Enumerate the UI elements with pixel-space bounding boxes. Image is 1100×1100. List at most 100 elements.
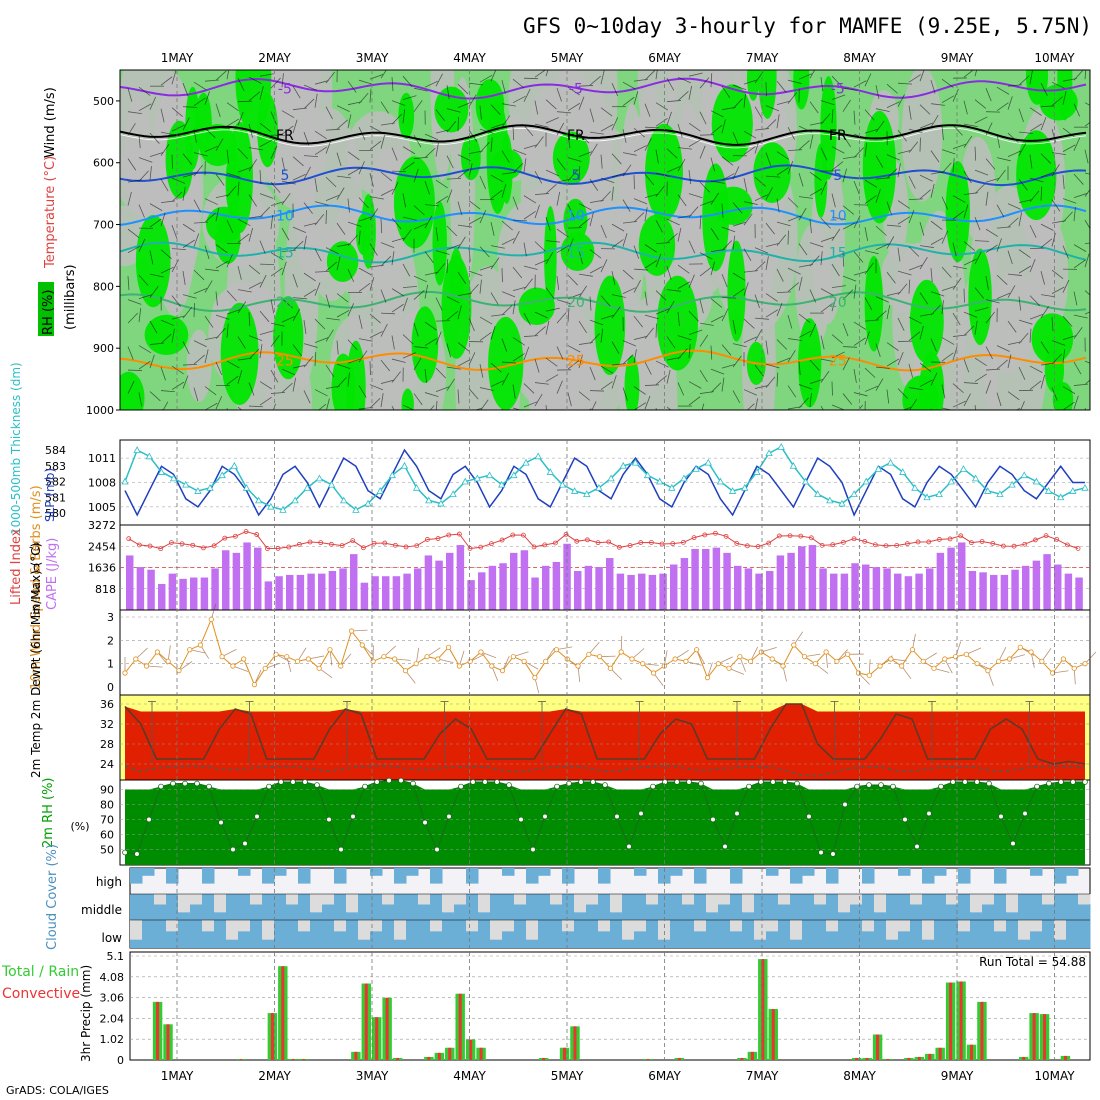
wind-barb (281, 110, 295, 119)
wind-barb (1084, 149, 1089, 164)
wind10-point (758, 649, 765, 655)
wind-barb (1051, 340, 1066, 346)
cloud-cell (190, 920, 203, 948)
cloud-gap (622, 920, 635, 940)
rh-point (662, 779, 668, 785)
wind-barb (864, 367, 876, 378)
cape-bar (776, 555, 785, 610)
isotherm-line (120, 204, 1087, 226)
wind-barb (127, 228, 140, 239)
rh-point (974, 779, 980, 785)
cape-bar (883, 568, 891, 610)
wind-barb (996, 102, 1009, 112)
wind10-barb (308, 655, 325, 660)
wind-barb (281, 261, 287, 276)
rh-moist-area (1052, 382, 1074, 410)
wind10-point (715, 661, 721, 667)
wind-barb (721, 273, 728, 288)
wind-barb (897, 283, 908, 295)
rh-moist-area (909, 279, 944, 364)
cloud-cell (334, 894, 347, 920)
wind-barb (303, 155, 318, 158)
wind-barb (204, 268, 219, 272)
cloud-cell (502, 894, 515, 920)
thickness-point (923, 493, 931, 501)
thickness-point (668, 483, 676, 491)
cape-bar (510, 552, 518, 610)
wind-barb (721, 203, 724, 218)
cape-bar (1075, 577, 1083, 610)
wind-barb (138, 294, 153, 299)
cloud-cell (1030, 931, 1043, 948)
thickness-tick: 583 (45, 460, 66, 473)
date-label-top: 4MAY (453, 51, 486, 65)
wind-barb (831, 75, 843, 87)
wind10-point (575, 663, 581, 669)
precip-conv-bar (375, 1017, 379, 1060)
wind-barb (512, 78, 525, 89)
cloud-cell (1066, 894, 1079, 920)
wind-barb (578, 151, 593, 158)
wind10-point (942, 656, 948, 662)
wind-barb (556, 276, 560, 291)
wind-barb (787, 149, 802, 152)
wind-barb (204, 349, 209, 364)
wind-barb (633, 145, 647, 153)
wind-barb (479, 387, 494, 391)
wind-barb (820, 113, 831, 125)
thickness-point (886, 458, 895, 466)
wind-barb (710, 345, 713, 360)
wind-barb (435, 331, 442, 345)
wind-barb (886, 305, 891, 320)
wind-barb (710, 110, 724, 118)
wind-barb (303, 272, 316, 282)
wind-barb (380, 359, 391, 372)
cloud-cell (778, 920, 791, 948)
wind-barb (446, 244, 461, 250)
wind-barb (809, 171, 822, 181)
rh-dry-area (124, 96, 152, 216)
rh-point (818, 849, 824, 856)
rh-moist-area (563, 198, 588, 243)
wind-barb (545, 307, 560, 312)
wind-barb (347, 339, 358, 351)
rh-point (890, 783, 896, 790)
wind-barb (633, 349, 637, 364)
cloud-cell (694, 894, 707, 920)
cloud-cell (250, 920, 263, 948)
wind-barb (468, 352, 476, 366)
thickness-point (704, 458, 712, 466)
date-label-top: 6MAY (648, 51, 681, 65)
wind-barb (974, 70, 978, 77)
day-grid-lines (176, 70, 1055, 1060)
li-line (128, 530, 1079, 550)
rh-point (1022, 810, 1028, 817)
wind-barb (523, 88, 531, 102)
wind10-point (370, 658, 376, 664)
wind10-barb (718, 656, 733, 665)
wind-barb (1029, 365, 1043, 373)
cloud-gap (970, 894, 983, 913)
cloud-cell (922, 868, 935, 884)
wind-barb (523, 278, 533, 290)
wind10-barb (966, 647, 982, 655)
wind-barb (1040, 306, 1049, 319)
cloud-cell (550, 920, 563, 948)
cloud-gap (166, 920, 179, 932)
wind-barb (1040, 238, 1053, 248)
rh-moist-area (727, 240, 746, 342)
wind-barb (985, 88, 992, 102)
wind-barb (589, 296, 592, 311)
wind-barb (963, 311, 978, 318)
wind-barb (193, 387, 199, 402)
wind10-point (694, 647, 700, 653)
thickness-point (619, 461, 627, 469)
wind-barb (468, 216, 482, 225)
wind-barb (743, 178, 748, 192)
cloud-cell (802, 868, 815, 876)
wind-barb (820, 288, 834, 296)
thickness-point (692, 465, 700, 472)
wind-barb (281, 382, 293, 393)
